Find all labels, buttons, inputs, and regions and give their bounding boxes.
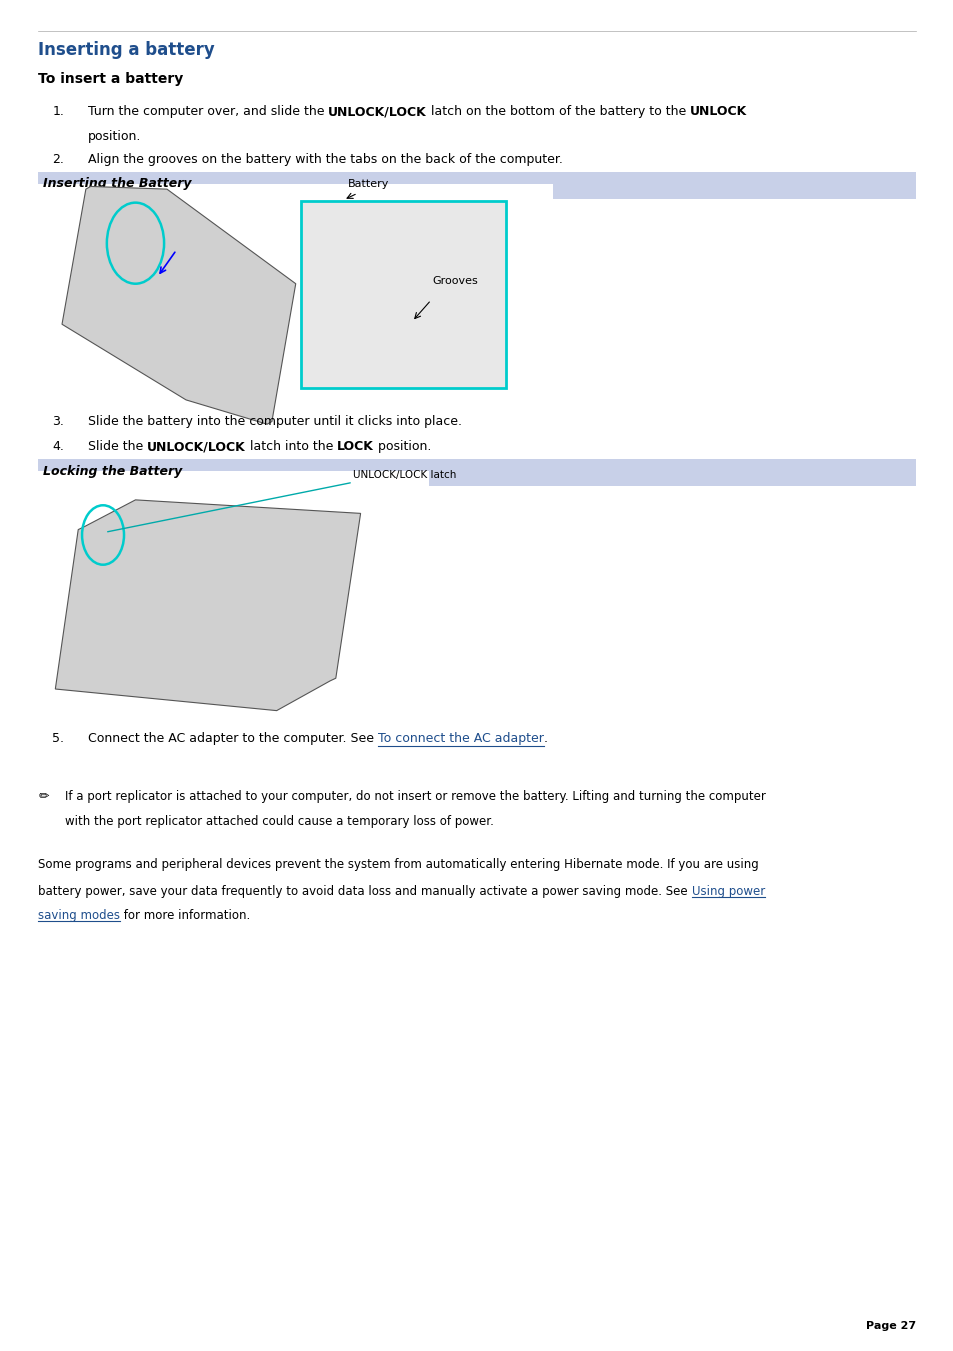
Polygon shape [62,186,295,424]
Text: 3.: 3. [52,415,64,428]
Text: Battery: Battery [348,180,389,189]
Text: Inserting a battery: Inserting a battery [38,41,214,58]
Text: UNLOCK/LOCK latch: UNLOCK/LOCK latch [353,470,456,480]
Text: 1.: 1. [52,105,64,119]
Text: Turn the computer over, and slide the: Turn the computer over, and slide the [88,105,328,119]
Text: 4.: 4. [52,440,64,454]
Bar [300,201,505,388]
Bar [38,459,915,486]
Text: UNLOCK/LOCK: UNLOCK/LOCK [147,440,246,454]
Text: position.: position. [374,440,431,454]
Text: with the port replicator attached could cause a temporary loss of power.: with the port replicator attached could … [65,815,494,828]
Text: latch into the: latch into the [246,440,336,454]
Text: Some programs and peripheral devices prevent the system from automatically enter: Some programs and peripheral devices pre… [38,858,759,871]
Text: Align the grooves on the battery with the tabs on the back of the computer.: Align the grooves on the battery with th… [88,153,562,166]
Polygon shape [55,500,360,711]
Text: Locking the Battery: Locking the Battery [43,465,182,478]
Text: UNLOCK/LOCK: UNLOCK/LOCK [328,105,427,119]
Text: position.: position. [88,130,141,143]
Bar [38,471,429,723]
Text: 5.: 5. [52,732,65,746]
Text: Slide the battery into the computer until it clicks into place.: Slide the battery into the computer unti… [88,415,461,428]
Text: To insert a battery: To insert a battery [38,72,183,85]
Text: LOCK: LOCK [336,440,374,454]
Text: latch on the bottom of the battery to the: latch on the bottom of the battery to th… [427,105,690,119]
Text: 2.: 2. [52,153,64,166]
Text: Connect the AC adapter to the computer. See: Connect the AC adapter to the computer. … [88,732,377,746]
Text: UNLOCK: UNLOCK [690,105,747,119]
Text: .: . [543,732,547,746]
Text: If a port replicator is attached to your computer, do not insert or remove the b: If a port replicator is attached to your… [65,790,765,804]
Text: To connect the AC adapter: To connect the AC adapter [377,732,543,746]
Text: Using power: Using power [691,885,764,898]
Bar [38,172,915,199]
Text: Slide the: Slide the [88,440,147,454]
Text: Inserting the Battery: Inserting the Battery [43,177,192,190]
Text: ✏: ✏ [38,790,49,804]
Text: saving modes: saving modes [38,909,120,923]
Bar [38,184,553,405]
Text: battery power, save your data frequently to avoid data loss and manually activat: battery power, save your data frequently… [38,885,691,898]
Text: Grooves: Grooves [432,276,477,286]
Text: for more information.: for more information. [120,909,250,923]
Text: Page 27: Page 27 [864,1321,915,1331]
